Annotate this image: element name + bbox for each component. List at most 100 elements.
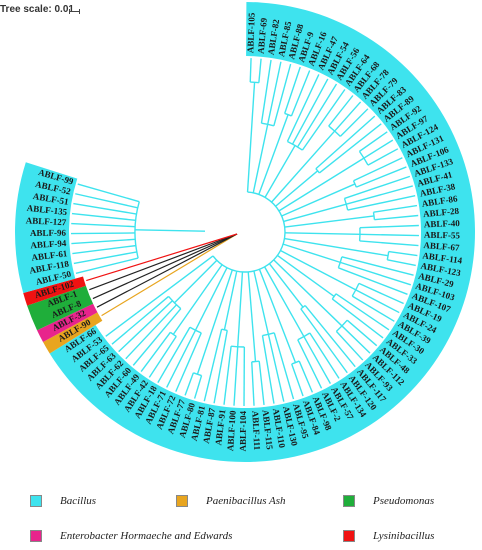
leaf-branch (77, 183, 140, 203)
leaf-label: ABLF-67 (423, 240, 460, 253)
leaf-branch (118, 300, 173, 353)
label-background (14, 162, 78, 293)
leaf-branch (71, 238, 136, 245)
leaf-label: ABLF-69 (256, 17, 269, 54)
leaf-branch (339, 108, 369, 137)
leaf-branch (267, 61, 282, 125)
leaf-branch (71, 222, 136, 228)
leaf-branch (286, 74, 320, 142)
clade-arc (287, 140, 303, 151)
leaf-branch (341, 325, 371, 354)
backbone-arc (212, 191, 286, 273)
leaf-branch (125, 304, 177, 360)
outgroup-branch (92, 233, 238, 300)
leaf-branch (331, 298, 384, 339)
leaf-branch (300, 308, 348, 374)
internal-branch (135, 229, 206, 232)
clade-arc (315, 168, 320, 174)
leaf-branch (140, 331, 171, 373)
leaf-branch (71, 212, 136, 222)
leaf-branch (132, 308, 182, 366)
leaf-label: ABLF-105 (245, 12, 256, 53)
outgroup-branch (89, 233, 238, 291)
leaf-branch (148, 336, 177, 378)
outgroup-branch (101, 233, 238, 317)
leaf-branch (175, 332, 202, 392)
leaf-branch (335, 293, 390, 331)
leaf-branch (374, 214, 419, 221)
internal-branch (223, 270, 238, 331)
internal-branch (173, 259, 218, 304)
outgroup-branch (96, 233, 238, 308)
internal-branch (271, 130, 336, 203)
leaf-branch (341, 256, 414, 276)
internal-branch (284, 237, 389, 257)
leaf-label: ABLF-127 (26, 215, 67, 227)
internal-branch (247, 271, 257, 362)
scale-bar (69, 9, 80, 14)
leaf-branch (71, 232, 136, 235)
leaf-label: ABLF-40 (424, 218, 461, 229)
leaf-branch (358, 282, 404, 305)
leaf-branch (353, 157, 403, 182)
leaf-branch (373, 204, 418, 213)
leaf-branch (184, 372, 195, 396)
internal-branch (253, 270, 270, 335)
clade-arc (386, 251, 390, 260)
label-background (27, 285, 94, 331)
leaf-branch (388, 250, 418, 257)
clade-arc (335, 319, 348, 332)
leaf-branch (73, 202, 137, 215)
leaf-label: ABLF-94 (30, 238, 67, 250)
leaf-branch (296, 83, 338, 148)
leaf-branch (273, 332, 295, 400)
leaf-label: ABLF-115 (261, 409, 275, 450)
internal-branch (237, 271, 244, 347)
leaf-label: ABLF-91 (213, 408, 227, 445)
leaf-branch (284, 66, 301, 114)
leaf-branch (273, 63, 292, 127)
leaf-branch (347, 195, 416, 211)
leaf-branch (304, 305, 356, 368)
leaf-branch (73, 251, 137, 265)
internal-branch (280, 249, 357, 291)
internal-branch (282, 243, 341, 264)
leaf-branch (351, 295, 395, 322)
clade-arc (193, 372, 202, 377)
leaf-branch (359, 233, 419, 237)
leaf-branch (290, 70, 311, 117)
label-background (23, 276, 86, 306)
leaf-branch (359, 240, 419, 247)
leaf-label: ABLF-55 (424, 230, 461, 241)
clade-arc (261, 122, 275, 127)
leaf-branch (328, 95, 354, 127)
leaf-branch (193, 375, 203, 399)
leaf-branch (267, 334, 285, 402)
leaf-branch (261, 335, 275, 404)
leaf-branch (301, 89, 346, 151)
clade-arc (358, 150, 369, 166)
leaf-branch (356, 166, 407, 188)
clade-arc (300, 304, 306, 310)
leaf-branch (233, 346, 239, 406)
leaf-branch (303, 336, 332, 384)
clade-arc (169, 331, 177, 338)
outgroup-branch (86, 233, 238, 282)
leaf-branch (166, 329, 197, 388)
leaf-branch (363, 139, 394, 159)
leaf-branch (213, 330, 228, 404)
leaf-branch (258, 361, 265, 406)
label-background (37, 303, 98, 343)
internal-branch (277, 254, 335, 297)
internal-branch (172, 264, 223, 335)
leaf-label: ABLF-96 (30, 228, 67, 238)
tree-scale-label: Tree scale: 0.01 (0, 4, 74, 15)
leaf-branch (338, 267, 408, 295)
leaf-branch (298, 360, 314, 393)
clade-arc (231, 345, 245, 348)
leaf-branch (346, 185, 413, 205)
leaf-branch (111, 295, 170, 345)
leaf-branch (75, 257, 139, 274)
leaf-branch (258, 58, 262, 83)
